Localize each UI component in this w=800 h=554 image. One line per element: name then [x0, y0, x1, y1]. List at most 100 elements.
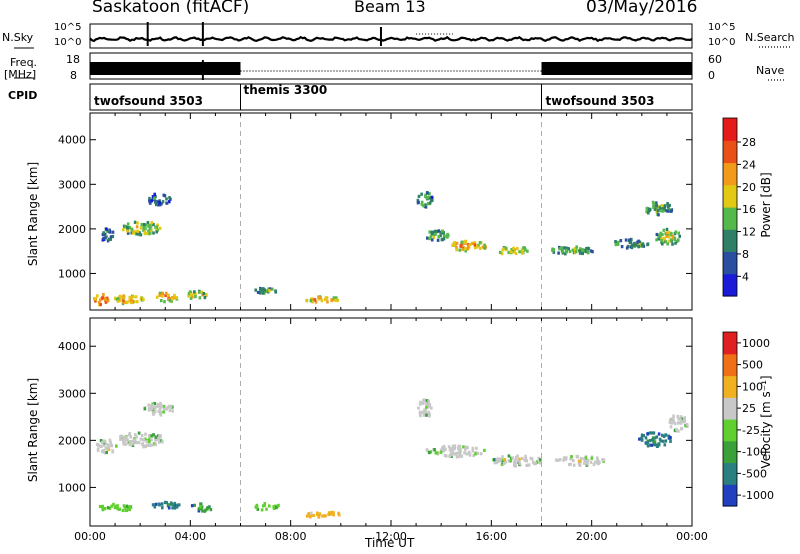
power-cell: [637, 239, 640, 243]
power-cell: [171, 297, 174, 301]
power-cell: [151, 195, 155, 199]
velocity-cell: [161, 440, 164, 444]
power-cell: [434, 229, 437, 233]
power-cell: [426, 196, 429, 200]
velocity-cell: [145, 440, 148, 444]
power-cell: [463, 240, 467, 244]
velocity-cell: [464, 445, 468, 449]
power-cell: [441, 229, 444, 233]
velocity-cell: [150, 438, 153, 442]
power-cell: [122, 300, 125, 304]
velocity-cell: [172, 503, 175, 507]
velocity-cell: [582, 457, 586, 461]
velocity-cell: [601, 458, 604, 462]
power-cell: [661, 209, 665, 213]
power-cell: [670, 209, 673, 213]
power-cell: [305, 299, 308, 303]
power-cell: [667, 235, 671, 239]
velocity-colorbar-tick-label: 25: [742, 402, 756, 415]
power-cell: [437, 235, 441, 239]
velocity-cell: [200, 507, 203, 511]
velocity-cell: [441, 449, 445, 453]
velocity-cell: [150, 406, 154, 411]
power-colorbar-segment: [723, 184, 737, 208]
power-cell: [154, 227, 158, 231]
velocity-cell: [460, 454, 464, 458]
xtick-label: 04:00: [174, 530, 206, 543]
velocity-cell: [584, 459, 587, 463]
power-cell: [168, 200, 171, 204]
velocity-cell: [454, 452, 457, 456]
power-cell: [144, 223, 148, 227]
velocity-cell: [435, 451, 439, 455]
power-cell: [133, 300, 136, 304]
velocity-cell: [109, 443, 113, 447]
velocity-cell: [426, 449, 430, 453]
velocity-cell: [523, 458, 527, 462]
nsky-trace: [89, 35, 693, 43]
power-cell: [619, 239, 623, 243]
velocity-cell: [562, 456, 566, 460]
velocity-cell: [471, 448, 475, 452]
velocity-cell: [439, 450, 443, 454]
power-cell: [134, 295, 138, 299]
cpid-label-twofsound: twofsound 3503: [94, 94, 203, 108]
power-cell: [586, 251, 590, 255]
power-cell: [323, 297, 327, 302]
velocity-cell: [153, 435, 156, 439]
power-cell: [271, 287, 274, 291]
power-cell: [429, 234, 433, 238]
velocity-cell: [445, 454, 448, 458]
power-ytick-label: 3000: [58, 178, 86, 191]
power-cell: [114, 296, 117, 300]
power-cell: [663, 236, 667, 241]
velocity-cell: [648, 443, 652, 447]
power-cell: [116, 299, 120, 303]
velocity-cell: [451, 444, 455, 448]
velocity-cell: [174, 504, 177, 508]
velocity-cell: [456, 446, 460, 450]
power-cell: [453, 243, 456, 247]
velocity-cell: [513, 464, 516, 468]
power-cell: [637, 244, 640, 249]
velocity-colorbar-tick-label: 100: [742, 380, 763, 393]
nsearch-label: N.Search: [745, 31, 795, 44]
date-title: 03/May/2016: [586, 0, 698, 17]
velocity-cell: [683, 416, 686, 420]
nave-label: Nave: [756, 64, 785, 77]
velocity-cell: [135, 435, 138, 439]
power-cell: [194, 295, 197, 299]
power-cell: [107, 229, 110, 233]
power-cell: [657, 213, 660, 217]
velocity-cell: [532, 461, 536, 465]
power-cell: [557, 251, 560, 255]
power-cell: [473, 243, 477, 247]
power-colorbar-tick-label: 16: [742, 203, 756, 216]
nave-tick-bottom: 0: [708, 69, 715, 82]
power-cell: [122, 294, 126, 298]
velocity-cell: [539, 461, 542, 465]
velocity-colorbar-tick-label: 1000: [742, 337, 770, 350]
velocity-cell: [108, 506, 112, 510]
velocity-cell: [596, 459, 600, 463]
power-cell: [165, 291, 168, 295]
velocity-cell: [679, 415, 683, 419]
velocity-cell: [427, 404, 431, 408]
velocity-cell: [128, 443, 132, 447]
velocity-cell: [154, 438, 157, 442]
velocity-cell: [669, 439, 672, 443]
velocity-cell: [154, 502, 158, 506]
power-cell: [422, 204, 425, 208]
velocity-cell: [670, 421, 674, 425]
freq-tick-top: 18: [66, 53, 80, 66]
velocity-cell: [427, 410, 430, 414]
power-cell: [464, 247, 467, 251]
velocity-cell: [323, 514, 326, 518]
velocity-cell: [439, 448, 443, 452]
power-cell: [152, 222, 155, 227]
velocity-cell: [112, 502, 115, 506]
velocity-cell: [156, 403, 160, 407]
power-cell: [175, 296, 178, 300]
velocity-cell: [576, 455, 580, 459]
velocity-cell: [100, 444, 103, 448]
